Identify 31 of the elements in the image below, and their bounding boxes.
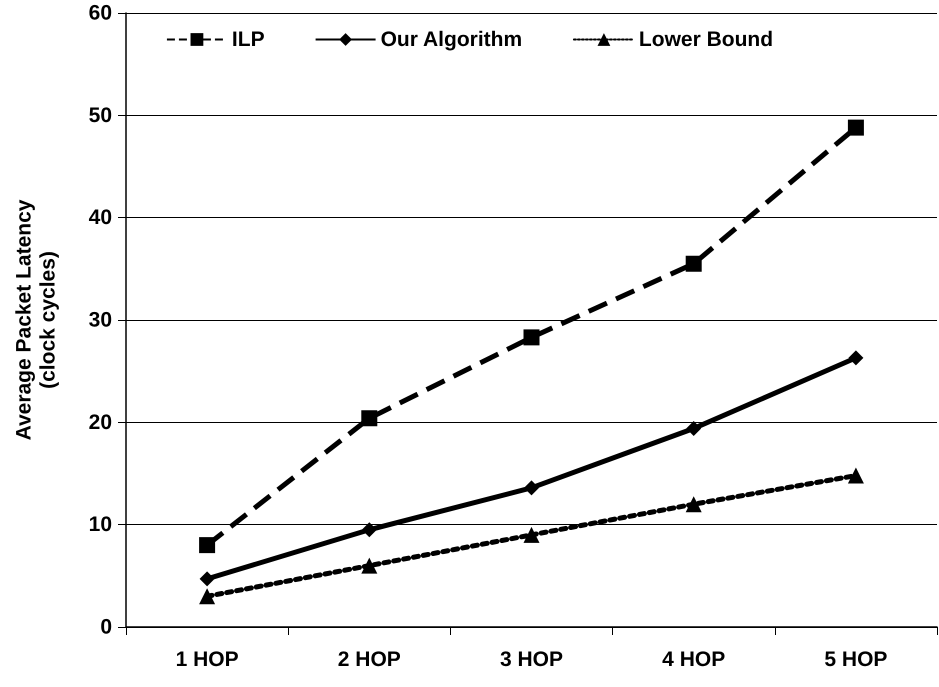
- point: [686, 256, 702, 272]
- point: [848, 468, 864, 484]
- point: [524, 526, 540, 543]
- point: [199, 588, 216, 604]
- y-tick-label: 30: [88, 308, 112, 332]
- point: [362, 522, 377, 538]
- point: [686, 420, 702, 436]
- point: [361, 410, 378, 426]
- point: [524, 329, 540, 346]
- x-tick-label: 5 HOP: [824, 648, 888, 671]
- x-tick-label: 3 HOP: [500, 648, 564, 671]
- x-tick-label: 1 HOP: [176, 648, 239, 671]
- y-tick-label: 10: [88, 513, 112, 536]
- point: [848, 120, 864, 136]
- y-tick-label: 60: [88, 2, 112, 24]
- point: [199, 537, 216, 554]
- x-tick-label: 2 HOP: [338, 648, 401, 671]
- x-tick-label: 4 HOP: [662, 648, 726, 671]
- y-tick-label: 20: [88, 410, 112, 434]
- y-tick-label: 0: [100, 616, 112, 638]
- point: [686, 496, 702, 512]
- legend-label: Lower Bound: [638, 28, 774, 51]
- point: [200, 571, 215, 586]
- point: [361, 558, 378, 574]
- point: [848, 350, 864, 366]
- legend-label: ILP: [232, 28, 265, 51]
- y-axis-title: Average Packet Latency (clock cycles): [12, 199, 60, 440]
- legend-label: Our Algorithm: [380, 28, 522, 51]
- point: [524, 480, 539, 496]
- y-tick-label: 50: [88, 104, 112, 127]
- y-tick-label: 40: [88, 206, 112, 230]
